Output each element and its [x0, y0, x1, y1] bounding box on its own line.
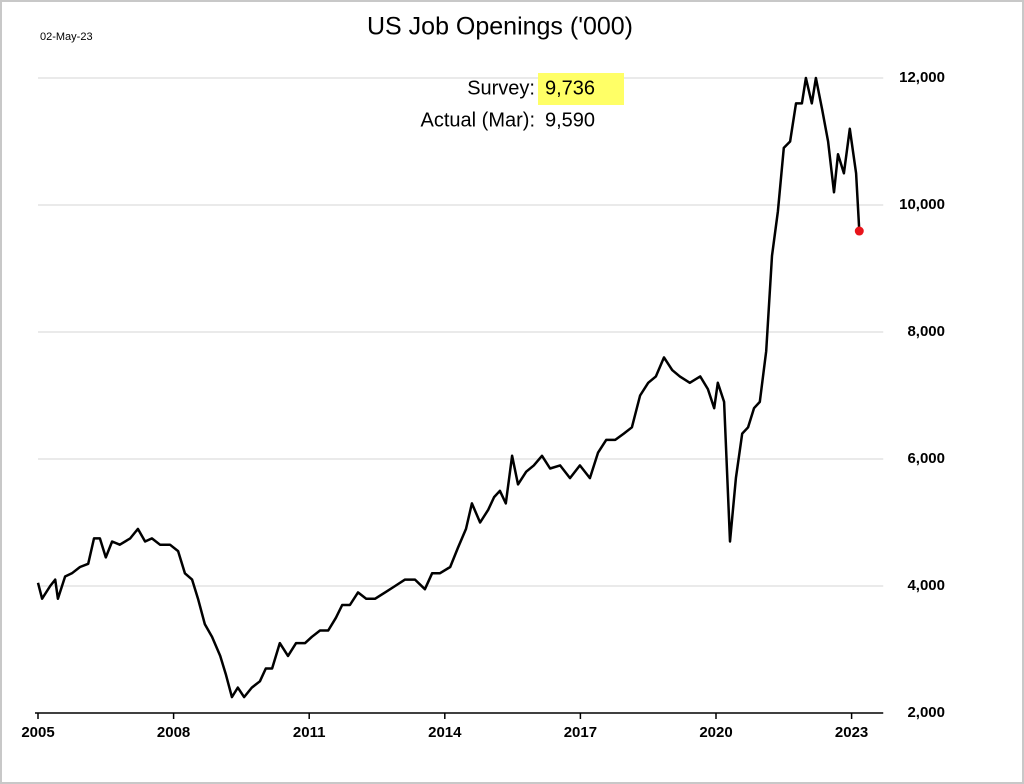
x-tick-label: 2008 [157, 724, 190, 741]
y-tick-label: 4,000 [907, 577, 945, 594]
y-tick-label: 2,000 [907, 704, 945, 721]
actual-value: 9,590 [545, 109, 595, 131]
x-tick-label: 2014 [428, 724, 462, 741]
grid [38, 77, 884, 587]
x-tick-label: 2017 [564, 724, 597, 741]
survey-label: Survey: [467, 77, 535, 99]
actual-label: Actual (Mar): [421, 109, 535, 131]
x-tick-label: 2005 [21, 724, 54, 741]
highlight-box [538, 73, 624, 105]
x-tick-label: 2020 [699, 724, 732, 741]
y-tick-label: 6,000 [907, 450, 945, 467]
x-tick-label: 2023 [835, 724, 868, 741]
x-tick-label: 2011 [293, 724, 326, 741]
y-tick-label: 8,000 [907, 323, 945, 340]
last-point [854, 226, 864, 236]
y-tick-label: 12,000 [899, 69, 945, 86]
chart-title: US Job Openings ('000) [367, 13, 633, 41]
y-tick-label: 10,000 [899, 196, 945, 213]
survey-value: 9,736 [545, 77, 595, 99]
date-note: 02-May-23 [40, 31, 93, 43]
line [36, 76, 861, 699]
